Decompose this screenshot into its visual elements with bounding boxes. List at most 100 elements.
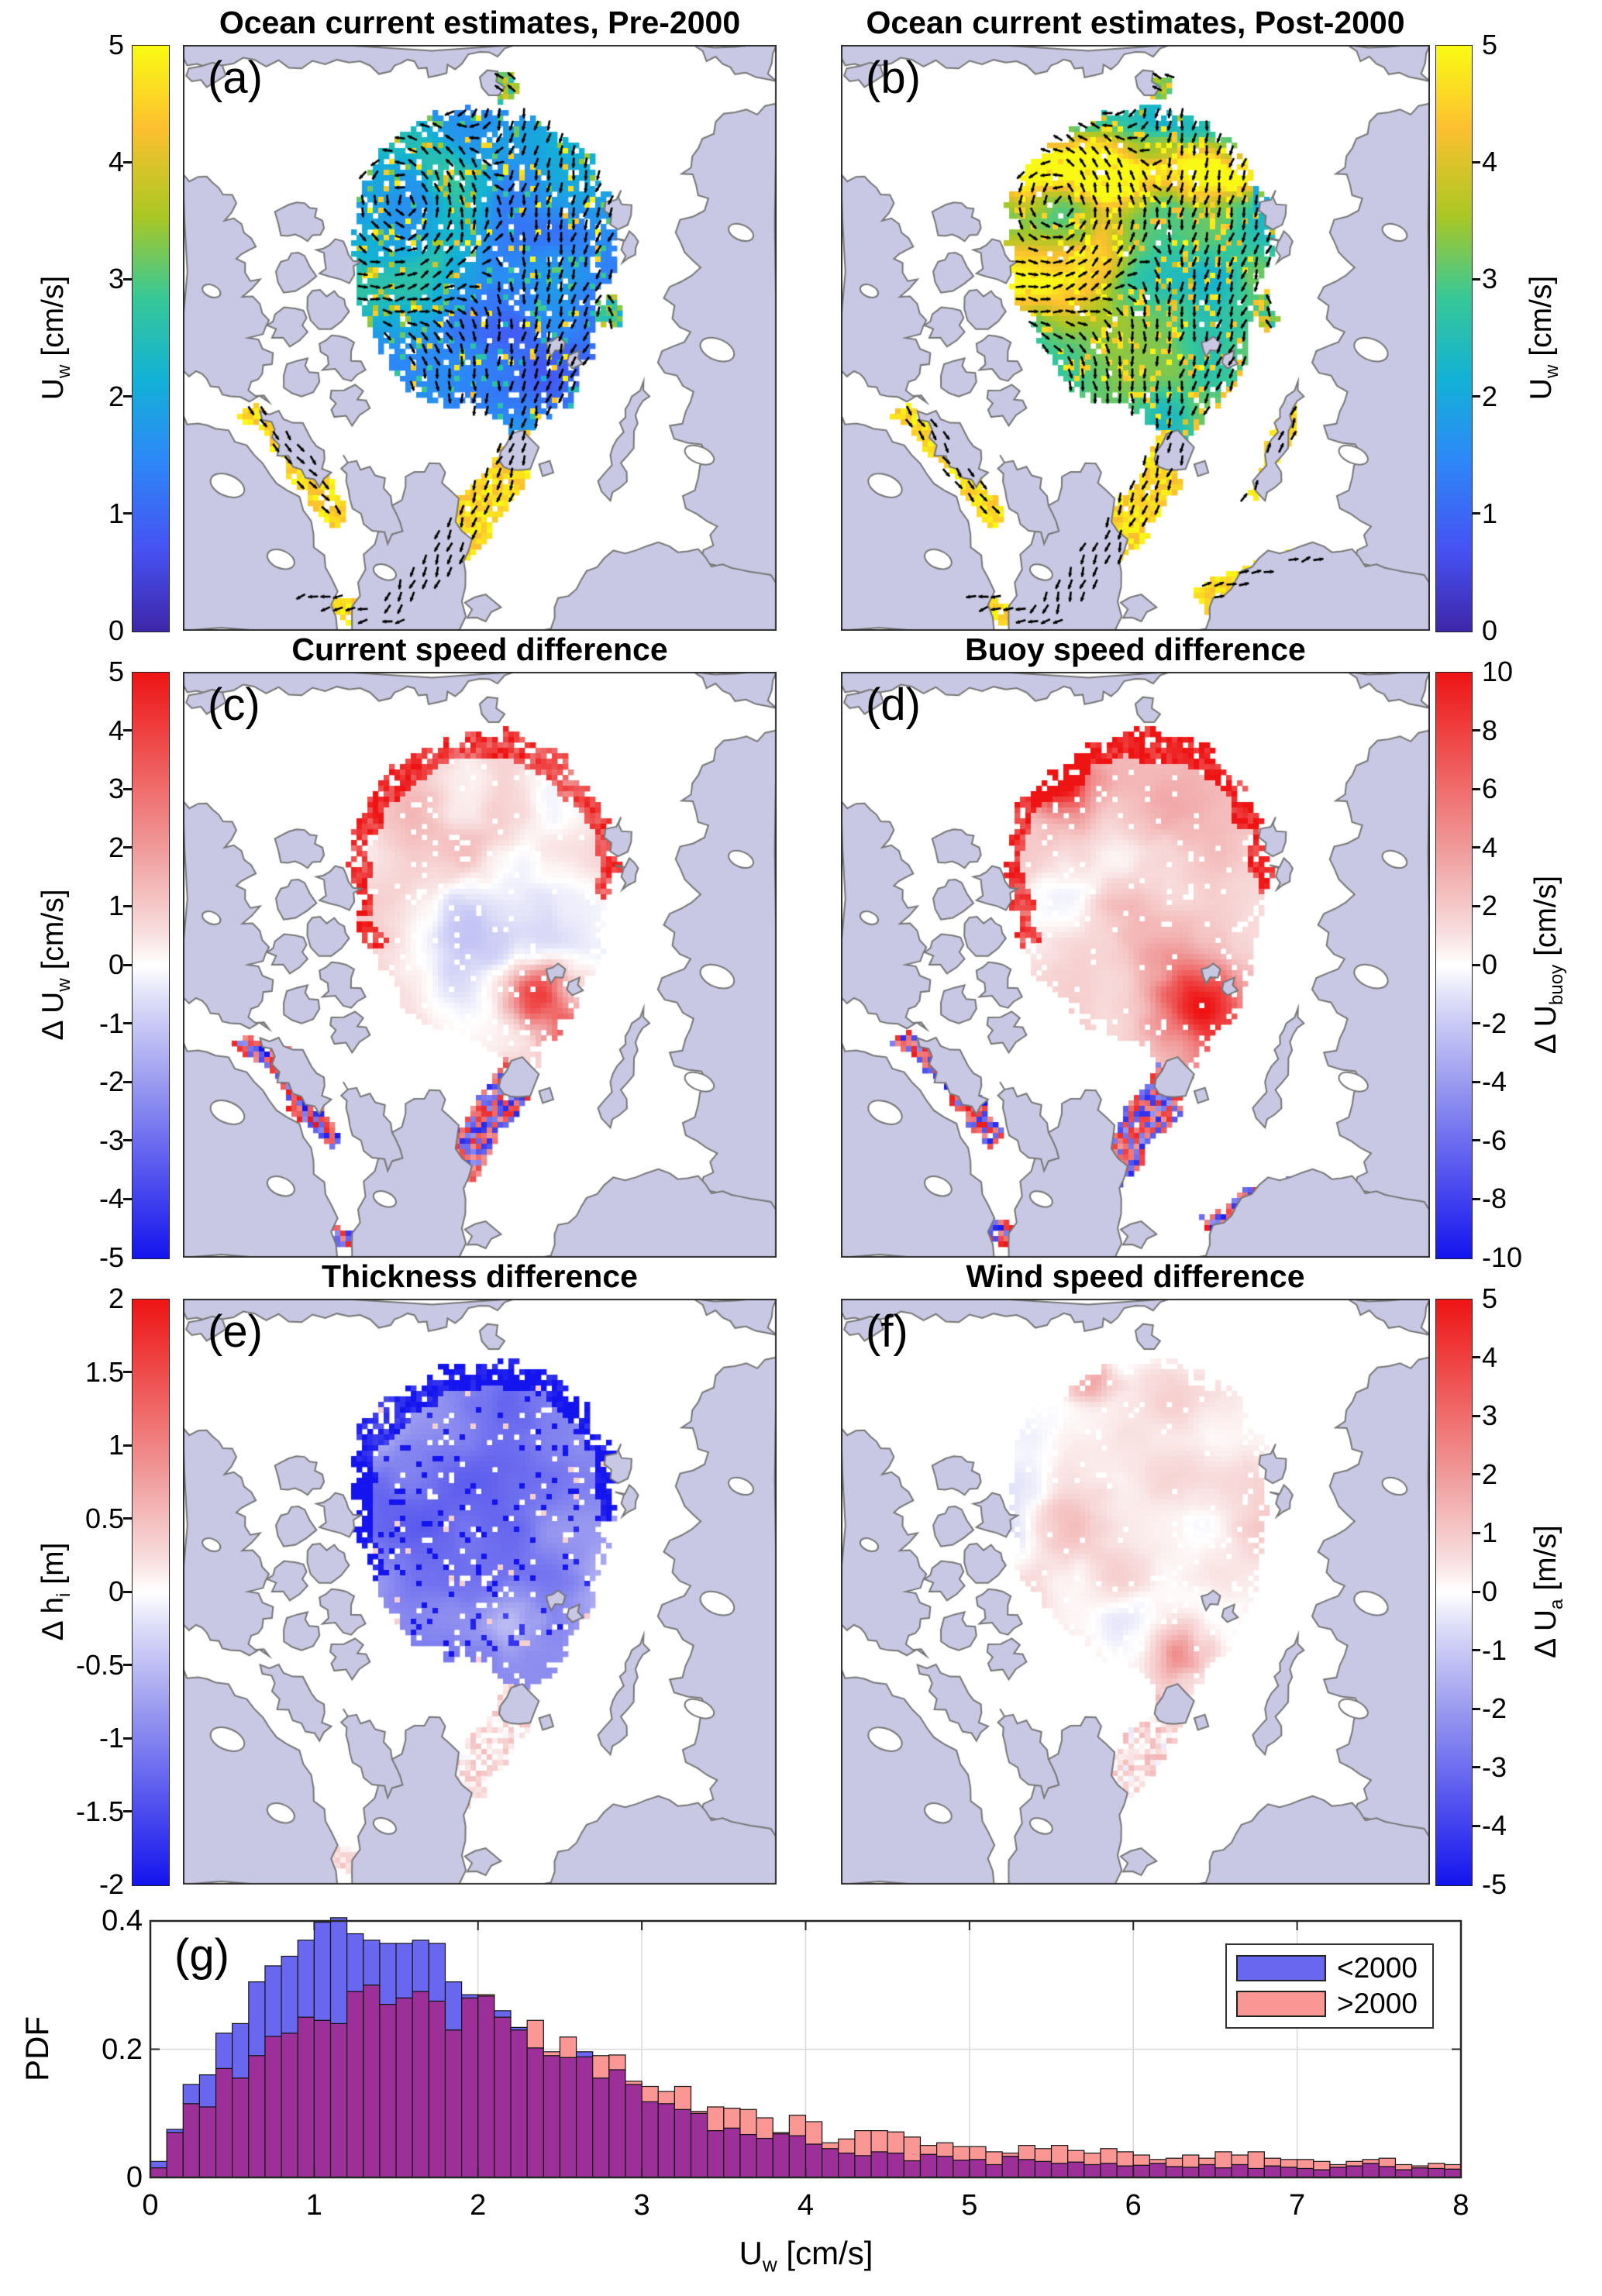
histogram-bar [935, 2142, 954, 2157]
histogram-bar [772, 2132, 790, 2135]
colorbar-tick-label: -3 [1482, 1750, 1507, 1783]
colorbar-tick-label: 3 [1482, 263, 1498, 295]
histogram-bar [707, 2106, 725, 2132]
histogram-bar-overlap [1100, 2163, 1118, 2178]
histogram-bar [592, 2055, 610, 2079]
histogram-bar-overlap [281, 2033, 298, 2178]
histogram-bar [674, 2085, 692, 2110]
colorbar-tick-mark [123, 1517, 132, 1520]
histogram-bar [1263, 2157, 1282, 2167]
histogram-bar [379, 1943, 397, 2005]
colorbar-tick-mark [123, 1664, 132, 1666]
histogram-bar-overlap [248, 2055, 266, 2178]
histogram-bar-overlap [412, 1991, 429, 2178]
histogram-bar-overlap [1329, 2167, 1347, 2178]
histogram-bar-overlap [494, 2016, 512, 2178]
histogram-bar-overlap [1345, 2165, 1363, 2178]
histogram-bar-overlap [182, 2103, 201, 2178]
colorbar-b [1435, 45, 1473, 632]
histogram-bar-overlap [641, 2101, 659, 2178]
histogram-bar [723, 2108, 741, 2129]
colorbar-tick-mark [1472, 1022, 1480, 1025]
map-canvas-b [841, 45, 1430, 631]
colorbar-tick-label: -1 [98, 1007, 124, 1039]
colorbar-tick-label: -5 [1482, 1868, 1507, 1900]
colorbar-b-label: Uw [cm/s] [1524, 275, 1562, 401]
histogram-bar [887, 2131, 904, 2154]
histogram-bar [1149, 2159, 1167, 2164]
histogram-bar-overlap [428, 2000, 446, 2178]
histogram-bar-overlap [1050, 2163, 1069, 2178]
histogram-bar-overlap [1132, 2164, 1150, 2178]
colorbar-d-label: Δ Ubuoy [cm/s] [1529, 875, 1567, 1055]
histogram-bar [822, 2142, 839, 2150]
colorbar-tick-label: 2 [1482, 890, 1498, 922]
histogram-bar-overlap [1313, 2169, 1331, 2178]
colorbar-tick-label: -1 [1482, 1633, 1507, 1666]
histogram-bar [838, 2138, 856, 2154]
histogram-x-tick-label: 2 [470, 2189, 487, 2222]
histogram-x-tick-label: 7 [1289, 2189, 1306, 2222]
histogram-bar [657, 2091, 676, 2105]
legend-swatch-post2000 [1236, 1990, 1326, 2017]
histogram-bar [1034, 2148, 1052, 2162]
histogram-bar-overlap [543, 2055, 561, 2178]
histogram-bar-overlap [575, 2056, 594, 2178]
histogram-bar-overlap [870, 2151, 888, 2178]
colorbar-tick-label: 2 [1482, 1458, 1498, 1490]
colorbar-tick-mark [123, 787, 132, 790]
legend-label-pre2000: <2000 [1337, 1952, 1418, 1984]
colorbar-tick-label: 3 [108, 263, 124, 295]
panel-b-letter: (b) [866, 53, 921, 103]
colorbar-tick-label: 8 [1482, 714, 1498, 746]
colorbar-tick-label: -2 [98, 1065, 124, 1098]
colorbar-tick-mark [1472, 1080, 1480, 1083]
histogram-bar-overlap [592, 2077, 610, 2178]
histogram-y-tick-label: 0.2 [102, 2033, 143, 2066]
histogram-bar [788, 2115, 807, 2136]
histogram-bar [1247, 2151, 1265, 2170]
colorbar-tick-mark [1472, 1356, 1480, 1359]
histogram-bar [575, 2051, 594, 2058]
histogram-bar [1444, 2163, 1462, 2170]
colorbar-f-label: Δ Ua [m/s] [1529, 1525, 1567, 1658]
colorbar-tick-label: 4 [108, 714, 124, 746]
colorbar-tick-label: -3 [98, 1124, 124, 1156]
histogram-bar [494, 2010, 512, 2018]
colorbar-c [132, 672, 170, 1259]
histogram-bar-overlap [772, 2133, 790, 2178]
histogram-bar-overlap [1018, 2159, 1036, 2178]
histogram-bar [1132, 2154, 1150, 2166]
colorbar-tick-label: 6 [1482, 773, 1498, 805]
legend-swatch-pre2000 [1236, 1955, 1326, 1982]
histogram-bar [182, 2084, 201, 2105]
histogram-bar-overlap [1116, 2165, 1134, 2178]
histogram-bar-overlap [804, 2143, 823, 2178]
colorbar-tick-label: 3 [1482, 1399, 1498, 1432]
histogram-bar [232, 2022, 250, 2079]
panel-d-title: Buoy speed difference [965, 632, 1306, 667]
panel-f-letter: (f) [866, 1306, 908, 1357]
histogram-bar-overlap [1231, 2163, 1249, 2178]
colorbar-tick-mark [123, 729, 132, 732]
colorbar-tick-mark [1472, 1824, 1480, 1827]
histogram-bar-overlap [1280, 2167, 1298, 2178]
map-canvas-e [183, 1299, 777, 1885]
histogram-bar [215, 2033, 233, 2069]
colorbar-tick-label: -6 [1482, 1124, 1507, 1156]
colorbar-tick-mark [123, 1139, 132, 1142]
colorbar-tick-mark [123, 846, 132, 849]
histogram-x-tick-label: 4 [797, 2189, 815, 2222]
histogram-bar [756, 2117, 773, 2139]
colorbar-tick-label: 1 [108, 890, 124, 922]
colorbar-tick-mark [123, 277, 132, 281]
histogram-bar [313, 1922, 332, 2021]
colorbar-tick-label: -4 [1482, 1809, 1507, 1842]
panel-a-title: Ocean current estimates, Pre-2000 [219, 5, 741, 40]
histogram-bar [1411, 2165, 1429, 2169]
histogram-bar-overlap [363, 1984, 381, 2178]
colorbar-tick-label: 0 [108, 1575, 124, 1607]
colorbar-tick-label: -4 [98, 1182, 124, 1215]
map-canvas-a [183, 45, 777, 631]
histogram-bar [903, 2136, 922, 2162]
